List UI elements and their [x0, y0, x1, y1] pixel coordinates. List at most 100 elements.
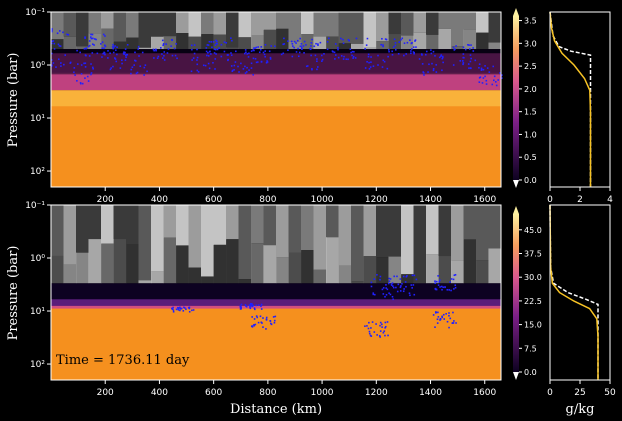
cloud-marker	[171, 308, 174, 310]
cloud-marker	[282, 43, 285, 46]
cloud-marker	[233, 69, 235, 71]
cloud-marker	[125, 53, 128, 56]
cloud-marker	[385, 284, 387, 286]
cloud-marker	[485, 79, 488, 82]
cloud-marker	[280, 53, 283, 56]
cloud-marker	[399, 278, 402, 280]
cloud-marker	[442, 61, 444, 64]
cloud-marker	[110, 67, 112, 69]
cloud-marker	[299, 37, 301, 40]
cloud-band-segment	[413, 205, 427, 283]
cloud-marker	[253, 307, 256, 309]
cloud-marker	[452, 278, 455, 281]
cloud-marker	[269, 56, 272, 59]
cloud-band-segment	[113, 12, 127, 42]
cloud-marker	[172, 309, 175, 311]
cloud-marker	[462, 63, 464, 66]
cloud-band-segment	[151, 36, 164, 50]
cloud-marker	[382, 331, 385, 334]
cloud-marker	[162, 57, 164, 59]
cloud-marker	[382, 293, 385, 295]
cloud-marker	[210, 41, 213, 43]
cloud-band-segment	[413, 282, 427, 284]
cloud-marker	[469, 60, 472, 63]
cloud-marker	[84, 66, 87, 68]
cloud-marker	[257, 46, 259, 48]
cloud-marker	[84, 36, 86, 38]
cloud-marker	[155, 49, 157, 52]
cloud-marker	[385, 38, 388, 41]
cloud-marker	[437, 284, 440, 286]
cloud-band-segment	[401, 205, 414, 275]
cloud-marker	[265, 61, 268, 64]
cloud-band-segment	[188, 267, 202, 284]
cloud-marker	[305, 44, 307, 46]
cloud-marker	[92, 67, 94, 70]
cloud-band-segment	[351, 43, 364, 50]
cloud-marker	[396, 275, 398, 278]
cloud-band-segment	[238, 205, 252, 280]
cloud-marker	[434, 282, 437, 285]
cloud-marker	[404, 281, 407, 283]
cloud-marker	[406, 41, 409, 44]
cloud-marker	[255, 304, 258, 307]
cloud-band-segment	[263, 29, 277, 50]
cloud-marker	[400, 38, 402, 41]
dark-band	[51, 49, 501, 75]
cloud-marker	[319, 41, 322, 44]
cloud-marker	[374, 293, 376, 296]
cloud-marker	[423, 74, 425, 76]
cloud-band-segment	[63, 264, 77, 284]
cloud-band-segment	[188, 12, 202, 37]
cloud-marker	[260, 46, 263, 48]
cloud-marker	[86, 75, 89, 78]
cloud-marker	[392, 286, 395, 289]
cloud-marker	[462, 53, 465, 55]
cloud-marker	[368, 61, 370, 64]
cloud-marker	[253, 324, 256, 327]
cloud-marker	[115, 60, 118, 63]
cloud-marker	[434, 55, 436, 57]
cloud-marker	[372, 65, 375, 67]
cloud-marker	[196, 56, 199, 59]
cloud-band-segment	[101, 28, 114, 50]
cloud-band-segment	[113, 41, 127, 50]
cloud-marker	[85, 47, 87, 49]
cloud-marker	[310, 45, 312, 47]
cloud-marker	[254, 47, 256, 49]
cloud-marker	[480, 69, 483, 71]
cloud-marker	[430, 52, 433, 55]
cloud-marker	[141, 51, 144, 54]
cloud-marker	[436, 322, 439, 324]
cloud-band-segment	[476, 260, 489, 284]
cloud-marker	[376, 274, 378, 276]
cloud-marker	[55, 66, 57, 68]
cloud-marker	[366, 37, 369, 40]
cloud-band-segment	[313, 205, 327, 270]
cloud-marker	[192, 57, 195, 59]
cloud-marker	[138, 55, 140, 57]
cloud-marker	[233, 64, 236, 67]
cloud-marker	[306, 65, 309, 67]
cloud-marker	[144, 64, 147, 66]
cloud-marker	[176, 57, 178, 60]
cloud-band-segment	[213, 34, 227, 50]
cloud-marker	[51, 59, 53, 61]
cloud-marker	[469, 67, 472, 69]
cloud-marker	[90, 37, 93, 40]
cloud-band-segment	[126, 205, 139, 245]
cloud-band-segment	[51, 39, 64, 50]
cloud-marker	[389, 293, 392, 296]
x-tick-label: 200	[97, 195, 114, 205]
cloud-marker	[240, 303, 243, 306]
cloud-band-segment	[201, 34, 214, 50]
cloud-band-segment	[63, 36, 77, 50]
cloud-marker	[355, 37, 358, 40]
cloud-marker	[174, 54, 177, 57]
cloud-marker	[218, 47, 220, 49]
cloud-marker	[369, 66, 372, 68]
cloud-marker	[114, 45, 116, 47]
cloud-marker	[452, 311, 454, 314]
cloud-marker	[384, 321, 387, 324]
cloud-marker	[370, 56, 372, 58]
